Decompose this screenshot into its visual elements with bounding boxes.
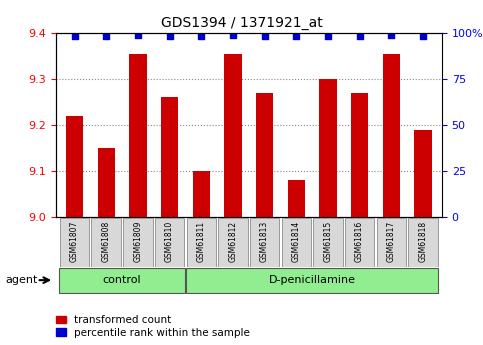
Point — [292, 34, 300, 39]
Text: GSM61808: GSM61808 — [102, 221, 111, 262]
Text: GSM61818: GSM61818 — [418, 221, 427, 262]
Bar — [414, 130, 432, 217]
FancyBboxPatch shape — [186, 268, 439, 293]
Bar — [129, 53, 147, 217]
Point — [102, 34, 110, 39]
Text: agent: agent — [6, 275, 38, 285]
Legend: transformed count, percentile rank within the sample: transformed count, percentile rank withi… — [54, 313, 252, 340]
FancyBboxPatch shape — [408, 218, 438, 267]
Point — [166, 34, 173, 39]
FancyBboxPatch shape — [282, 218, 311, 267]
Text: GSM61813: GSM61813 — [260, 221, 269, 262]
Bar — [66, 116, 83, 217]
Text: GSM61816: GSM61816 — [355, 221, 364, 262]
Bar — [351, 93, 369, 217]
Text: GSM61811: GSM61811 — [197, 221, 206, 262]
Bar — [224, 53, 242, 217]
FancyBboxPatch shape — [123, 218, 153, 267]
FancyBboxPatch shape — [377, 218, 406, 267]
FancyBboxPatch shape — [250, 218, 279, 267]
Point — [198, 34, 205, 39]
Point — [71, 34, 78, 39]
Text: GSM61809: GSM61809 — [133, 221, 142, 262]
FancyBboxPatch shape — [186, 218, 216, 267]
Bar — [383, 53, 400, 217]
Point — [356, 34, 364, 39]
Point — [387, 32, 395, 37]
FancyBboxPatch shape — [91, 218, 121, 267]
Text: GSM61815: GSM61815 — [324, 221, 332, 262]
Bar — [193, 171, 210, 217]
Text: GSM61814: GSM61814 — [292, 221, 301, 262]
Text: GSM61817: GSM61817 — [387, 221, 396, 262]
Text: GDS1394 / 1371921_at: GDS1394 / 1371921_at — [161, 16, 322, 30]
FancyBboxPatch shape — [313, 218, 342, 267]
FancyBboxPatch shape — [60, 218, 89, 267]
FancyBboxPatch shape — [59, 268, 185, 293]
Bar — [256, 93, 273, 217]
Text: GSM61810: GSM61810 — [165, 221, 174, 262]
FancyBboxPatch shape — [218, 218, 248, 267]
Point — [261, 34, 269, 39]
Text: control: control — [103, 275, 142, 285]
Point — [229, 32, 237, 37]
Text: GSM61807: GSM61807 — [70, 221, 79, 262]
Text: D-penicillamine: D-penicillamine — [269, 275, 355, 285]
Text: GSM61812: GSM61812 — [228, 221, 238, 262]
Bar — [161, 97, 178, 217]
FancyBboxPatch shape — [345, 218, 374, 267]
Point — [324, 34, 332, 39]
Bar — [98, 148, 115, 217]
Bar — [319, 79, 337, 217]
Point — [134, 32, 142, 37]
Bar — [287, 180, 305, 217]
Point — [419, 34, 427, 39]
FancyBboxPatch shape — [155, 218, 185, 267]
